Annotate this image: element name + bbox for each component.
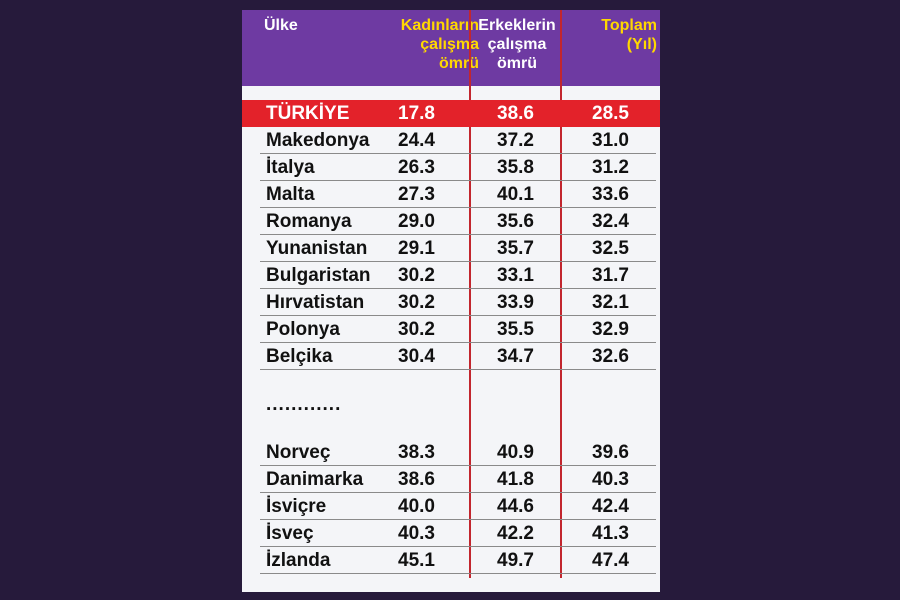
table-row: Yunanistan 29.1 35.7 32.5 bbox=[242, 235, 660, 262]
cell-men: 42.2 bbox=[497, 523, 534, 544]
cell-total: 28.5 bbox=[592, 103, 629, 124]
cell-total: 41.3 bbox=[592, 523, 629, 544]
cell-women: 38.6 bbox=[398, 469, 435, 490]
cell-total: 39.6 bbox=[592, 442, 629, 463]
cell-country: Hırvatistan bbox=[266, 292, 365, 313]
row-divider bbox=[260, 342, 656, 343]
table-row: Hırvatistan 30.2 33.9 32.1 bbox=[242, 289, 660, 316]
cell-women: 26.3 bbox=[398, 157, 435, 178]
data-table-card: Ülke Kadınların çalışma ömrü Erkeklerin … bbox=[242, 10, 660, 592]
table-row: Romanya 29.0 35.6 32.4 bbox=[242, 208, 660, 235]
cell-women: 38.3 bbox=[398, 442, 435, 463]
cell-total: 32.1 bbox=[592, 292, 629, 313]
column-divider-men bbox=[469, 10, 471, 578]
table-row: İsveç 40.3 42.2 41.3 bbox=[242, 520, 660, 547]
row-divider bbox=[260, 519, 656, 520]
cell-total: 40.3 bbox=[592, 469, 629, 490]
cell-men: 41.8 bbox=[497, 469, 534, 490]
cell-women: 40.3 bbox=[398, 523, 435, 544]
cell-total: 32.5 bbox=[592, 238, 629, 259]
cell-men: 44.6 bbox=[497, 496, 534, 517]
cell-total: 31.2 bbox=[592, 157, 629, 178]
row-divider bbox=[260, 573, 656, 574]
cell-country: Romanya bbox=[266, 211, 352, 232]
header-men-work-life: Erkeklerin çalışma ömrü bbox=[478, 17, 556, 72]
cell-men: 49.7 bbox=[497, 550, 534, 571]
highlight-row-turkiye: TÜRKİYE 17.8 38.6 28.5 bbox=[242, 100, 660, 127]
cell-women: 27.3 bbox=[398, 184, 435, 205]
cell-country: İzlanda bbox=[266, 550, 331, 571]
header-country: Ülke bbox=[264, 17, 298, 34]
cell-men: 33.9 bbox=[497, 292, 534, 313]
cell-country: Bulgaristan bbox=[266, 265, 371, 286]
table-row: Danimarka 38.6 41.8 40.3 bbox=[242, 466, 660, 493]
cell-total: 32.9 bbox=[592, 319, 629, 340]
row-divider bbox=[260, 261, 656, 262]
cell-men: 40.9 bbox=[497, 442, 534, 463]
cell-country: İsviçre bbox=[266, 496, 327, 517]
cell-men: 33.1 bbox=[497, 265, 534, 286]
cell-country: Danimarka bbox=[266, 469, 364, 490]
cell-women: 30.2 bbox=[398, 292, 435, 313]
cell-women: 30.2 bbox=[398, 319, 435, 340]
cell-men: 37.2 bbox=[497, 130, 534, 151]
table-row: İtalya 26.3 35.8 31.2 bbox=[242, 154, 660, 181]
row-divider bbox=[260, 315, 656, 316]
cell-men: 38.6 bbox=[497, 103, 534, 124]
cell-country: TÜRKİYE bbox=[266, 103, 350, 124]
cell-men: 35.7 bbox=[497, 238, 534, 259]
cell-country: İtalya bbox=[266, 157, 315, 178]
row-divider bbox=[260, 180, 656, 181]
table-row: Makedonya 24.4 37.2 31.0 bbox=[242, 127, 660, 154]
header-women-work-life: Kadınların çalışma ömrü bbox=[400, 17, 479, 72]
cell-total: 33.6 bbox=[592, 184, 629, 205]
table-row: Malta 27.3 40.1 33.6 bbox=[242, 181, 660, 208]
cell-country: Norveç bbox=[266, 442, 331, 463]
cell-country: Malta bbox=[266, 184, 315, 205]
cell-total: 31.7 bbox=[592, 265, 629, 286]
cell-women: 29.1 bbox=[398, 238, 435, 259]
cell-women: 29.0 bbox=[398, 211, 435, 232]
row-divider bbox=[260, 465, 656, 466]
row-divider bbox=[260, 369, 656, 370]
table-row: İzlanda 45.1 49.7 47.4 bbox=[242, 547, 660, 574]
cell-women: 30.4 bbox=[398, 346, 435, 367]
cell-women: 45.1 bbox=[398, 550, 435, 571]
cell-total: 32.6 bbox=[592, 346, 629, 367]
cell-total: 47.4 bbox=[592, 550, 629, 571]
table-header: Ülke Kadınların çalışma ömrü Erkeklerin … bbox=[242, 10, 660, 86]
table-row: Norveç 38.3 40.9 39.6 bbox=[242, 439, 660, 466]
cell-men: 35.8 bbox=[497, 157, 534, 178]
cell-country: Belçika bbox=[266, 346, 333, 367]
header-total-years: Toplam (Yıl) bbox=[601, 17, 657, 53]
cell-women: 17.8 bbox=[398, 103, 435, 124]
cell-country: İsveç bbox=[266, 523, 314, 544]
cell-men: 34.7 bbox=[497, 346, 534, 367]
cell-women: 30.2 bbox=[398, 265, 435, 286]
table-row: Polonya 30.2 35.5 32.9 bbox=[242, 316, 660, 343]
row-divider bbox=[260, 546, 656, 547]
table-row: Bulgaristan 30.2 33.1 31.7 bbox=[242, 262, 660, 289]
cell-country: Polonya bbox=[266, 319, 340, 340]
row-divider bbox=[260, 234, 656, 235]
cell-country: Yunanistan bbox=[266, 238, 368, 259]
table-row: Belçika 30.4 34.7 32.6 bbox=[242, 343, 660, 370]
row-divider bbox=[260, 153, 656, 154]
cell-men: 40.1 bbox=[497, 184, 534, 205]
row-divider bbox=[260, 492, 656, 493]
table-ellipsis: ............ bbox=[266, 394, 342, 415]
cell-total: 42.4 bbox=[592, 496, 629, 517]
table-row: İsviçre 40.0 44.6 42.4 bbox=[242, 493, 660, 520]
cell-total: 32.4 bbox=[592, 211, 629, 232]
column-divider-total bbox=[560, 10, 562, 578]
cell-men: 35.6 bbox=[497, 211, 534, 232]
cell-men: 35.5 bbox=[497, 319, 534, 340]
row-divider bbox=[260, 288, 656, 289]
cell-total: 31.0 bbox=[592, 130, 629, 151]
cell-country: Makedonya bbox=[266, 130, 370, 151]
row-divider bbox=[260, 207, 656, 208]
cell-women: 24.4 bbox=[398, 130, 435, 151]
cell-women: 40.0 bbox=[398, 496, 435, 517]
